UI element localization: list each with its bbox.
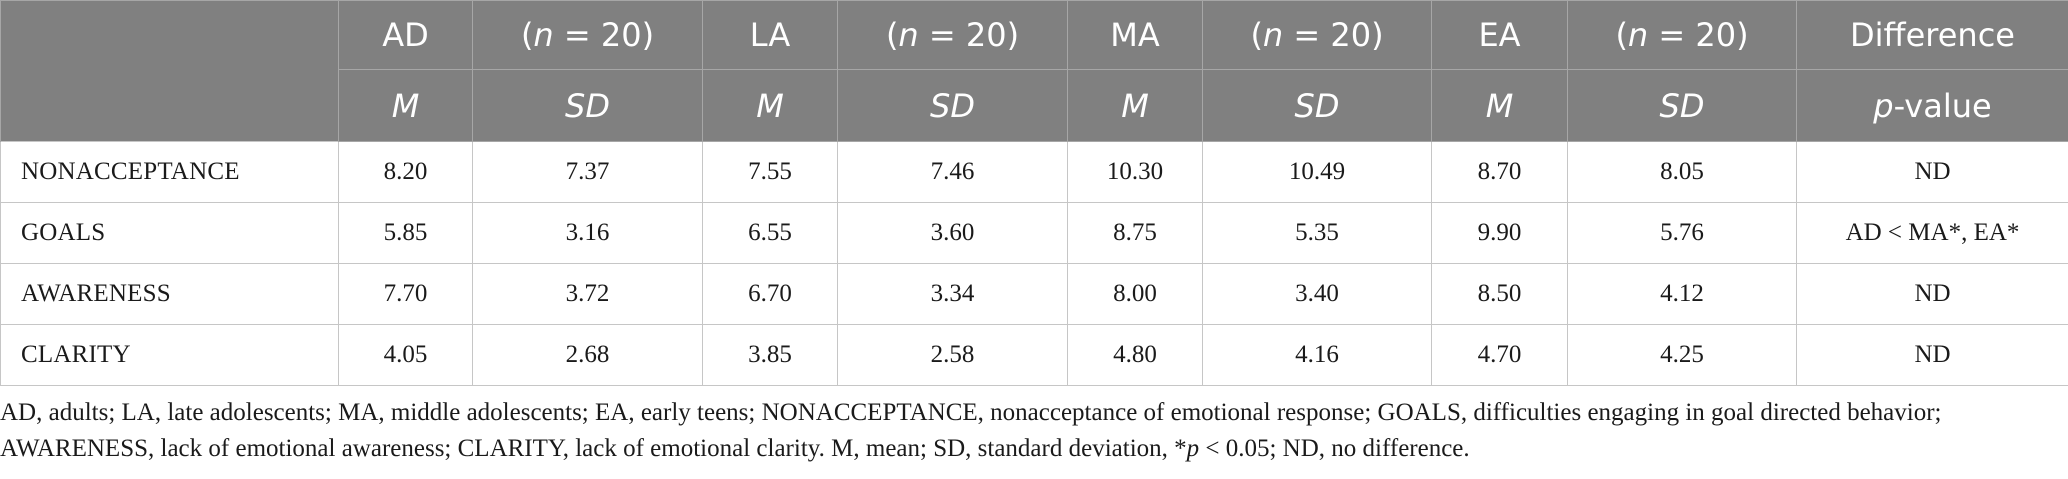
- cell-ma-mean: 10.30: [1067, 141, 1203, 203]
- header-p-value: p-value: [1796, 69, 2068, 142]
- cell-la-mean: 7.55: [702, 141, 838, 203]
- header-la-n: (n = 20): [837, 0, 1068, 70]
- header-la-mean: M: [702, 69, 838, 142]
- header-ma-mean: M: [1067, 69, 1203, 142]
- table-row-awareness: AWARENESS 7.70 3.72 6.70 3.34 8.00 3.40 …: [0, 263, 2068, 325]
- row-label: CLARITY: [0, 324, 339, 386]
- header-ma-n: (n = 20): [1202, 0, 1432, 70]
- header-row-groups: AD (n = 20) LA (n = 20) MA (n = 20) EA (…: [0, 0, 2068, 142]
- cell-ea-mean: 8.50: [1431, 263, 1568, 325]
- cell-ea-sd: 4.12: [1567, 263, 1797, 325]
- cell-la-mean: 3.85: [702, 324, 838, 386]
- row-label: AWARENESS: [0, 263, 339, 325]
- cell-la-sd: 7.46: [837, 141, 1068, 203]
- cell-ea-sd: 4.25: [1567, 324, 1797, 386]
- cell-la-sd: 3.60: [837, 202, 1068, 264]
- results-table: AD (n = 20) LA (n = 20) MA (n = 20) EA (…: [0, 0, 2068, 386]
- cell-ma-sd: 5.35: [1202, 202, 1432, 264]
- cell-ea-mean: 9.90: [1431, 202, 1568, 264]
- row-label: GOALS: [0, 202, 339, 264]
- cell-la-sd: 3.34: [837, 263, 1068, 325]
- cell-ma-sd: 3.40: [1202, 263, 1432, 325]
- footnote-line-2: AWARENESS, lack of emotional awareness; …: [0, 435, 1470, 462]
- cell-ma-sd: 4.16: [1202, 324, 1432, 386]
- cell-ad-sd: 3.16: [472, 202, 703, 264]
- header-ea: EA: [1431, 0, 1568, 70]
- table-row-clarity: CLARITY 4.05 2.68 3.85 2.58 4.80 4.16 4.…: [0, 324, 2068, 386]
- header-ad-n: (n = 20): [472, 0, 703, 70]
- header-la-sd: SD: [837, 69, 1068, 142]
- header-ad: AD: [338, 0, 473, 70]
- header-corner: [0, 0, 339, 142]
- header-ea-sd: SD: [1567, 69, 1797, 142]
- cell-ma-mean: 8.75: [1067, 202, 1203, 264]
- cell-ad-sd: 3.72: [472, 263, 703, 325]
- header-row-stats: M SD M SD M SD M SD p-value: [1, 69, 2068, 142]
- cell-la-mean: 6.55: [702, 202, 838, 264]
- cell-ma-sd: 10.49: [1202, 141, 1432, 203]
- cell-difference: ND: [1796, 141, 2068, 203]
- footnote-line-1: AD, adults; LA, late adolescents; MA, mi…: [0, 399, 1942, 426]
- header-la: LA: [702, 0, 838, 70]
- cell-ma-mean: 4.80: [1067, 324, 1203, 386]
- cell-ad-mean: 5.85: [338, 202, 473, 264]
- table-row-goals: GOALS 5.85 3.16 6.55 3.60 8.75 5.35 9.90…: [0, 202, 2068, 264]
- cell-difference: ND: [1796, 324, 2068, 386]
- header-ea-n: (n = 20): [1567, 0, 1797, 70]
- header-ad-mean: M: [338, 69, 473, 142]
- cell-ad-mean: 4.05: [338, 324, 473, 386]
- header-ma-sd: SD: [1202, 69, 1432, 142]
- cell-la-sd: 2.58: [837, 324, 1068, 386]
- header-difference: Difference: [1796, 0, 2068, 70]
- cell-ad-mean: 8.20: [338, 141, 473, 203]
- table-row-nonacceptance: NONACCEPTANCE 8.20 7.37 7.55 7.46 10.30 …: [0, 141, 2068, 203]
- header-ea-mean: M: [1431, 69, 1568, 142]
- cell-ad-sd: 2.68: [472, 324, 703, 386]
- cell-difference: ND: [1796, 263, 2068, 325]
- header-ad-sd: SD: [472, 69, 703, 142]
- cell-difference: AD < MA*, EA*: [1796, 202, 2068, 264]
- cell-ea-sd: 5.76: [1567, 202, 1797, 264]
- cell-ad-sd: 7.37: [472, 141, 703, 203]
- header-ma: MA: [1067, 0, 1203, 70]
- cell-ea-mean: 8.70: [1431, 141, 1568, 203]
- cell-ea-mean: 4.70: [1431, 324, 1568, 386]
- cell-ad-mean: 7.70: [338, 263, 473, 325]
- row-label: NONACCEPTANCE: [0, 141, 339, 203]
- cell-la-mean: 6.70: [702, 263, 838, 325]
- cell-ma-mean: 8.00: [1067, 263, 1203, 325]
- cell-ea-sd: 8.05: [1567, 141, 1797, 203]
- table-footnote: AD, adults; LA, late adolescents; MA, mi…: [0, 395, 2068, 467]
